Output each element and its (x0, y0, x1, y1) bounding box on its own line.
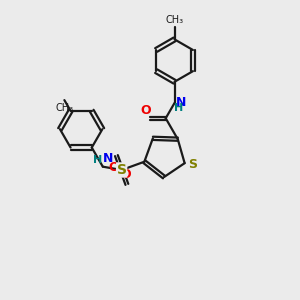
Text: S: S (117, 163, 127, 177)
Text: CH₃: CH₃ (166, 15, 184, 25)
Text: H: H (93, 155, 102, 165)
Text: O: O (108, 161, 119, 174)
Text: O: O (141, 104, 151, 117)
Text: N: N (176, 97, 186, 110)
Text: S: S (188, 158, 197, 171)
Text: CH₃: CH₃ (55, 103, 74, 113)
Text: H: H (174, 103, 183, 113)
Text: N: N (103, 152, 113, 165)
Text: O: O (120, 168, 131, 182)
